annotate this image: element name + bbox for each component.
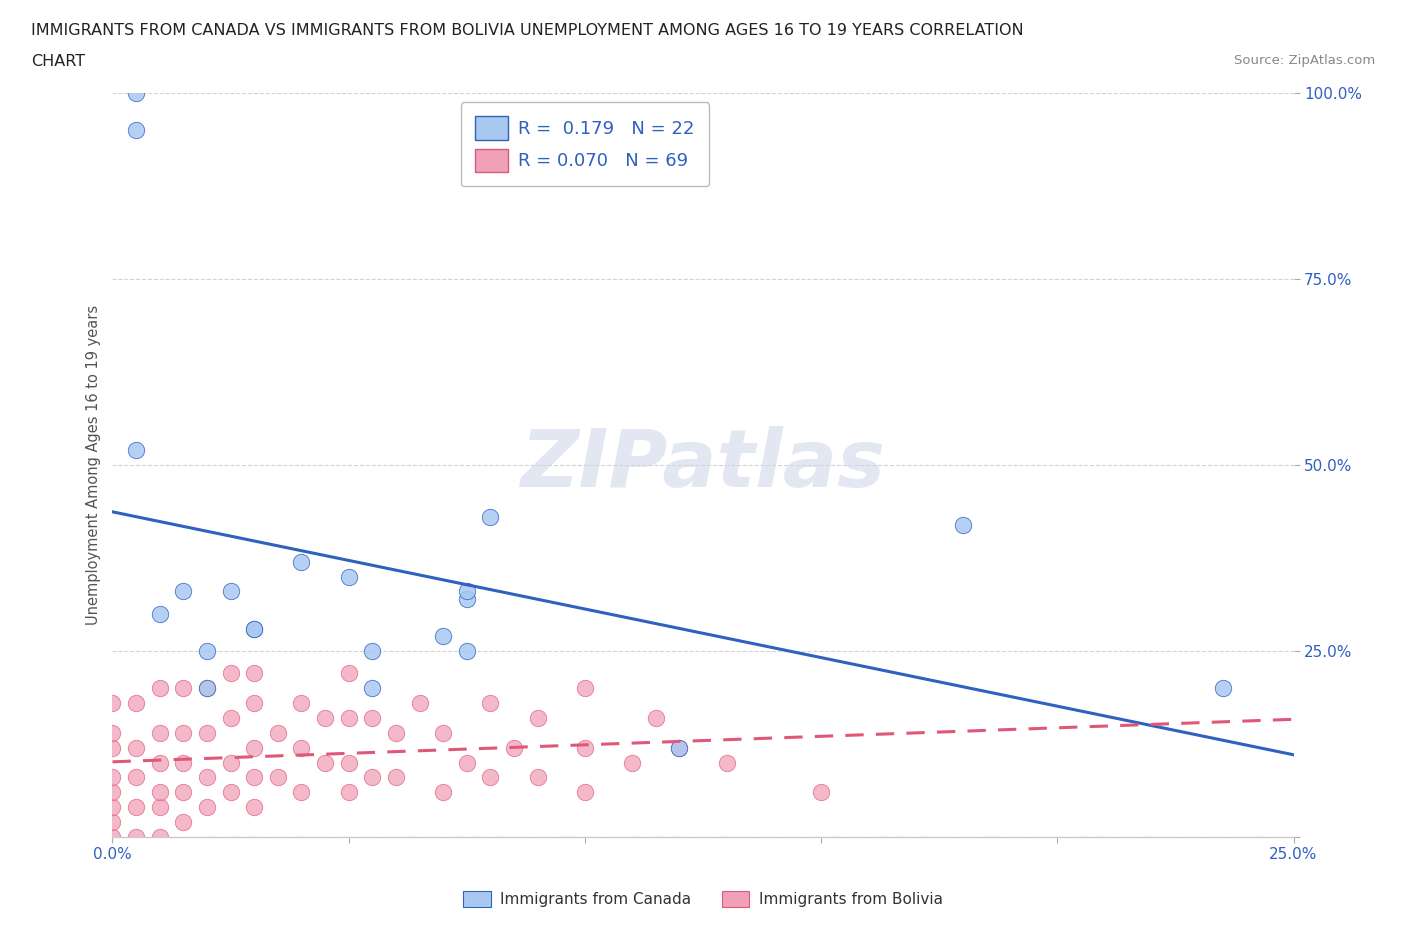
Point xyxy=(243,621,266,636)
Point xyxy=(195,681,218,696)
Point xyxy=(172,785,194,800)
Point xyxy=(432,785,454,800)
Point xyxy=(172,584,194,599)
Point xyxy=(172,815,194,830)
Point xyxy=(456,591,478,606)
Point xyxy=(149,606,172,621)
Point xyxy=(621,755,644,770)
Point xyxy=(172,681,194,696)
Point xyxy=(149,755,172,770)
Point xyxy=(125,770,148,785)
Point xyxy=(243,696,266,711)
Text: CHART: CHART xyxy=(31,54,84,69)
Point xyxy=(149,681,172,696)
Point xyxy=(172,755,194,770)
Point xyxy=(290,696,312,711)
Point xyxy=(408,696,430,711)
Point xyxy=(456,755,478,770)
Point xyxy=(243,740,266,755)
Point xyxy=(385,725,408,740)
Point xyxy=(101,815,124,830)
Point xyxy=(314,755,336,770)
Point xyxy=(101,800,124,815)
Point xyxy=(503,740,526,755)
Point xyxy=(479,510,502,525)
Point xyxy=(668,740,690,755)
Point xyxy=(149,800,172,815)
Point xyxy=(243,800,266,815)
Point xyxy=(101,770,124,785)
Point xyxy=(526,770,548,785)
Point xyxy=(267,770,290,785)
Point xyxy=(337,711,360,725)
Point xyxy=(385,770,408,785)
Point xyxy=(219,785,242,800)
Point xyxy=(101,830,124,844)
Point xyxy=(1212,681,1234,696)
Point xyxy=(125,443,148,458)
Point xyxy=(125,740,148,755)
Point xyxy=(290,554,312,569)
Point xyxy=(574,740,596,755)
Point xyxy=(361,644,384,658)
Point xyxy=(337,755,360,770)
Point xyxy=(125,800,148,815)
Point xyxy=(219,711,242,725)
Point xyxy=(810,785,832,800)
Point xyxy=(361,711,384,725)
Point xyxy=(125,86,148,100)
Point xyxy=(195,725,218,740)
Point xyxy=(243,770,266,785)
Text: IMMIGRANTS FROM CANADA VS IMMIGRANTS FROM BOLIVIA UNEMPLOYMENT AMONG AGES 16 TO : IMMIGRANTS FROM CANADA VS IMMIGRANTS FRO… xyxy=(31,23,1024,38)
Point xyxy=(290,785,312,800)
Point xyxy=(337,785,360,800)
Point xyxy=(219,666,242,681)
Point xyxy=(644,711,666,725)
Point xyxy=(195,800,218,815)
Point xyxy=(101,740,124,755)
Point xyxy=(479,696,502,711)
Point xyxy=(125,123,148,138)
Point xyxy=(574,681,596,696)
Point xyxy=(172,725,194,740)
Point xyxy=(149,725,172,740)
Point xyxy=(574,785,596,800)
Point xyxy=(952,517,974,532)
Text: Source: ZipAtlas.com: Source: ZipAtlas.com xyxy=(1234,54,1375,67)
Point xyxy=(290,740,312,755)
Point xyxy=(243,621,266,636)
Point xyxy=(125,830,148,844)
Point xyxy=(337,569,360,584)
Point xyxy=(125,696,148,711)
Point xyxy=(361,681,384,696)
Y-axis label: Unemployment Among Ages 16 to 19 years: Unemployment Among Ages 16 to 19 years xyxy=(86,305,101,625)
Point xyxy=(101,785,124,800)
Point xyxy=(243,666,266,681)
Text: ZIPatlas: ZIPatlas xyxy=(520,426,886,504)
Point xyxy=(219,584,242,599)
Legend: R =  0.179   N = 22, R = 0.070   N = 69: R = 0.179 N = 22, R = 0.070 N = 69 xyxy=(461,102,709,186)
Point xyxy=(195,681,218,696)
Point xyxy=(149,785,172,800)
Point xyxy=(195,644,218,658)
Point xyxy=(195,770,218,785)
Point xyxy=(432,725,454,740)
Legend: Immigrants from Canada, Immigrants from Bolivia: Immigrants from Canada, Immigrants from … xyxy=(457,884,949,913)
Point xyxy=(361,770,384,785)
Point xyxy=(526,711,548,725)
Point xyxy=(668,740,690,755)
Point xyxy=(456,644,478,658)
Point xyxy=(267,725,290,740)
Point xyxy=(101,725,124,740)
Point xyxy=(432,629,454,644)
Point xyxy=(456,584,478,599)
Point xyxy=(716,755,738,770)
Point xyxy=(149,830,172,844)
Point xyxy=(101,696,124,711)
Point xyxy=(219,755,242,770)
Point xyxy=(479,770,502,785)
Point xyxy=(314,711,336,725)
Point xyxy=(337,666,360,681)
